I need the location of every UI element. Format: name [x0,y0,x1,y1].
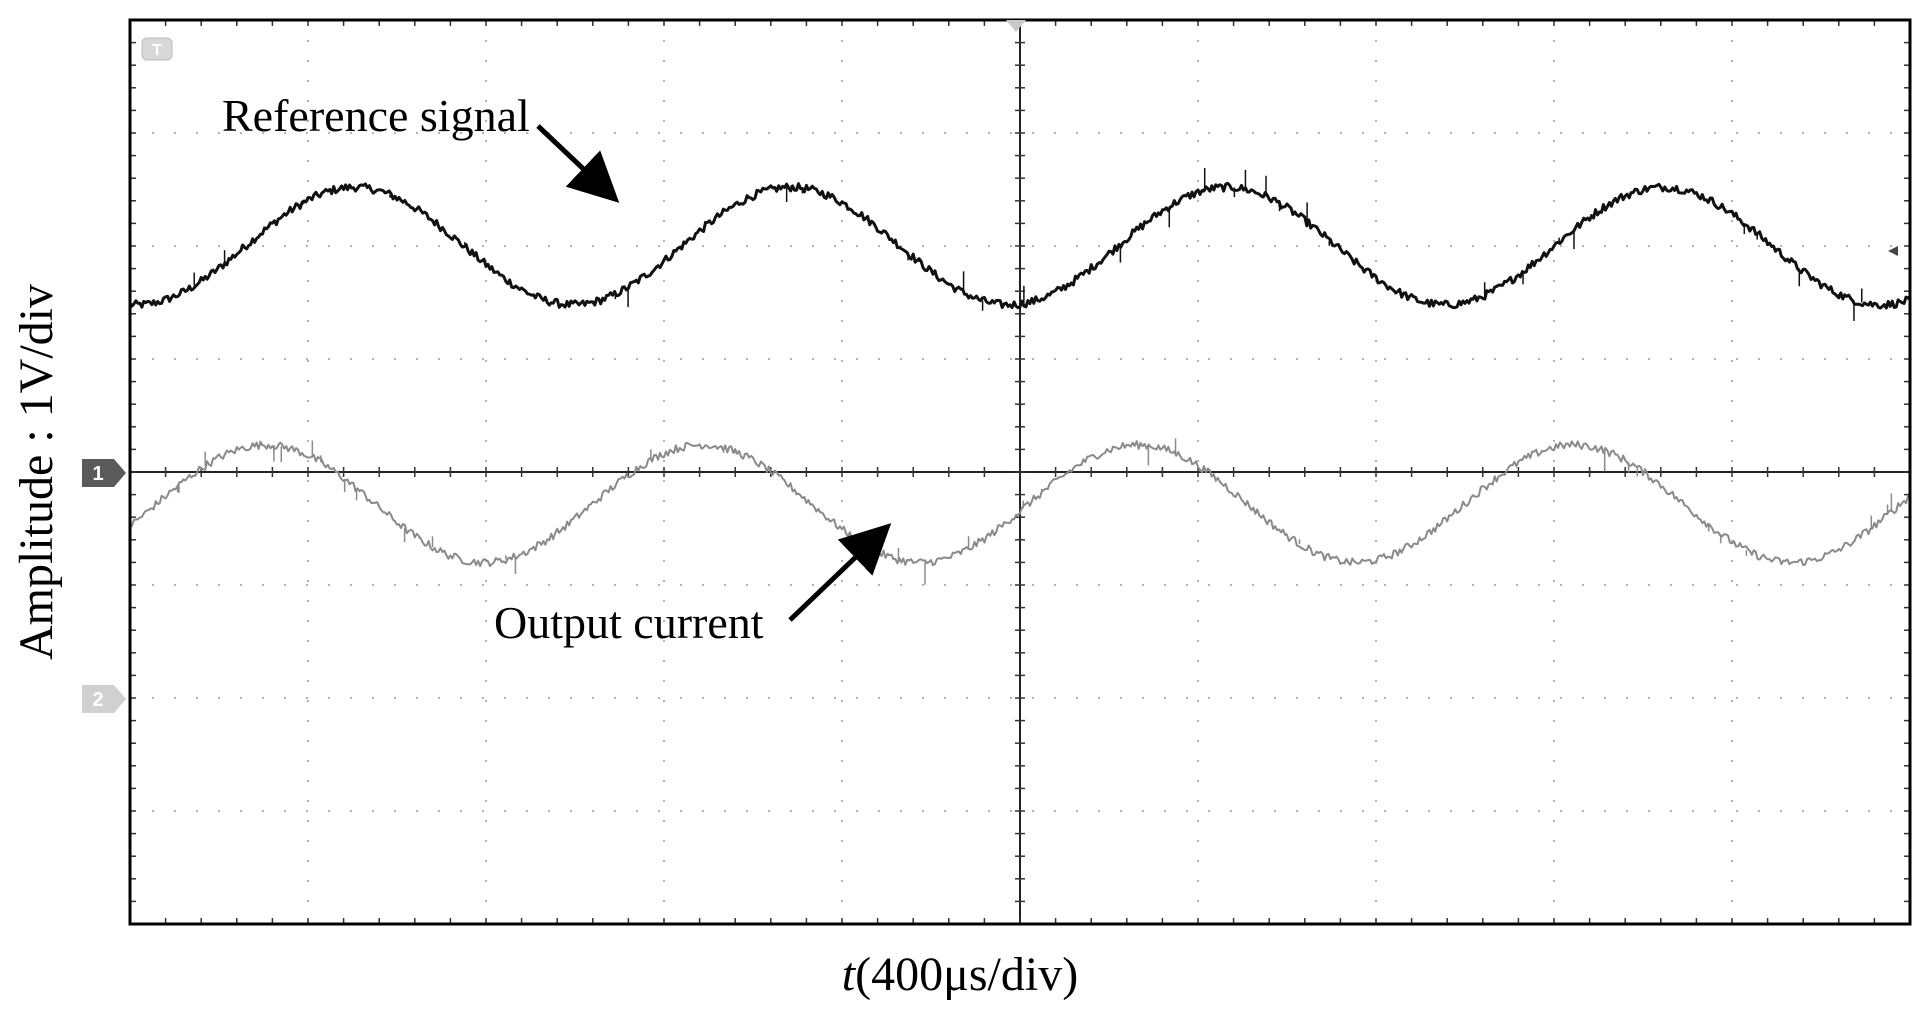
trigger-marker: T [141,37,173,61]
annotation-reference-signal: Reference signal [222,90,530,141]
svg-text:T: T [152,42,162,59]
output-current-trace [129,440,1911,568]
channel-1-marker: 1 [82,459,126,487]
svg-text:2: 2 [92,689,103,711]
reference-signal-trace [128,181,1912,310]
y-axis-label: Amplitude : 1V/div [10,284,63,660]
grid [129,19,1911,925]
traces [128,168,1912,585]
channel-2-marker: 2 [82,685,126,713]
x-axis-label: t(400μs/div) [842,948,1078,1001]
trigger-position-marker [1006,20,1026,32]
output-current-arrow [788,523,892,622]
trigger-level-marker [1888,246,1898,256]
reference-signal-arrow [536,124,620,203]
annotation-output-current: Output current [494,597,764,648]
svg-text:1: 1 [92,463,103,485]
